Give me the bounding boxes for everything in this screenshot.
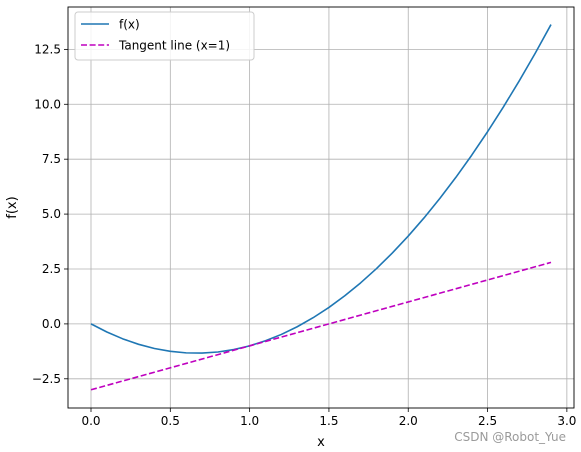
legend: f(x) Tangent line (x=1) xyxy=(74,11,255,61)
legend-label: Tangent line (x=1) xyxy=(118,39,230,53)
x-tick-label: 3.0 xyxy=(557,414,576,428)
x-axis-label: x xyxy=(317,435,325,450)
y-axis-label: f(x) xyxy=(5,196,20,218)
plot-frame xyxy=(67,6,575,409)
x-tick-label: 1.0 xyxy=(240,414,259,428)
y-tick-label: −2.5 xyxy=(32,372,61,386)
y-tick-label: 5.0 xyxy=(42,207,61,221)
y-tick-label: 2.5 xyxy=(42,262,61,276)
x-tick-label: 2.0 xyxy=(399,414,418,428)
x-tick-label: 1.5 xyxy=(319,414,338,428)
y-tick-label: 0.0 xyxy=(42,317,61,331)
legend-label: f(x) xyxy=(119,18,140,32)
series-line-2 xyxy=(90,261,552,391)
x-tick-label: 0.0 xyxy=(81,414,100,428)
y-tick-label: 12.5 xyxy=(34,42,61,56)
x-tick-label: 0.5 xyxy=(161,414,180,428)
y-tick-label: 7.5 xyxy=(42,152,61,166)
series-layer xyxy=(90,24,552,391)
ticks: 0.0 0.5 1.0 1.5 2.0 2.5 3.0 −2.5 0.0 2.5 5.0 7.5 10.… xyxy=(32,42,577,428)
watermark: CSDN @Robot_Yue xyxy=(454,430,566,444)
series-line-1 xyxy=(90,24,552,354)
x-tick-label: 2.5 xyxy=(478,414,497,428)
y-tick-label: 10.0 xyxy=(34,97,61,111)
legend-box xyxy=(74,11,255,61)
grid xyxy=(68,7,574,408)
